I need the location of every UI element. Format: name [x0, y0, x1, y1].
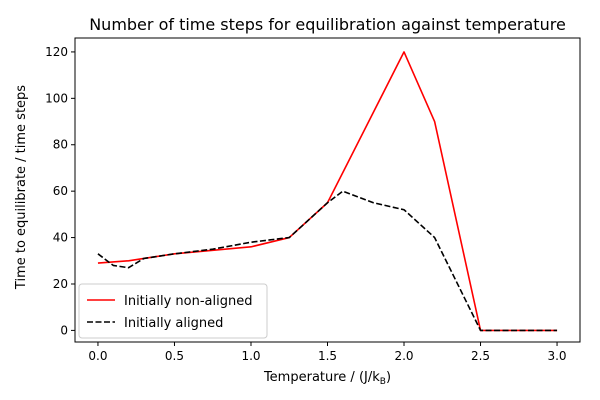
legend: Initially non-aligned Initially aligned [78, 283, 268, 339]
legend-box [78, 283, 268, 339]
x-tick-label: 0.5 [165, 349, 184, 363]
x-axis-label-end: ) [386, 370, 391, 385]
plot-area: 0.0 0.5 1.0 1.5 2.0 2.5 3.0 0 20 40 60 80 100 120 Init… [45, 37, 581, 363]
x-axis-label: Temperature / (J/kB) [263, 370, 391, 387]
x-tick-label: 1.5 [318, 349, 337, 363]
y-tick-label: 40 [53, 231, 68, 245]
x-tick-label: 1.0 [241, 349, 260, 363]
y-tick-label: 60 [53, 184, 68, 198]
y-tick-label: 120 [45, 45, 68, 59]
y-tick-label: 0 [60, 323, 68, 337]
y-axis-label: Time to equilibrate / time steps [14, 85, 29, 290]
y-tick-label: 20 [53, 277, 68, 291]
y-tick-label: 100 [45, 91, 68, 105]
x-tick-label: 2.0 [394, 349, 413, 363]
x-axis-label-main: Temperature / (J/k [263, 370, 380, 385]
legend-label-aligned: Initially aligned [124, 316, 223, 331]
x-tick-label: 2.5 [471, 349, 490, 363]
x-tick-label: 3.0 [547, 349, 566, 363]
series-line-aligned [97, 190, 558, 332]
x-axis-label-subscript: B [380, 377, 386, 387]
y-tick-label: 80 [53, 138, 68, 152]
x-tick-label: 0.0 [88, 349, 107, 363]
legend-label-non-aligned: Initially non-aligned [124, 294, 252, 309]
chart-title: Number of time steps for equilibration a… [89, 15, 566, 34]
